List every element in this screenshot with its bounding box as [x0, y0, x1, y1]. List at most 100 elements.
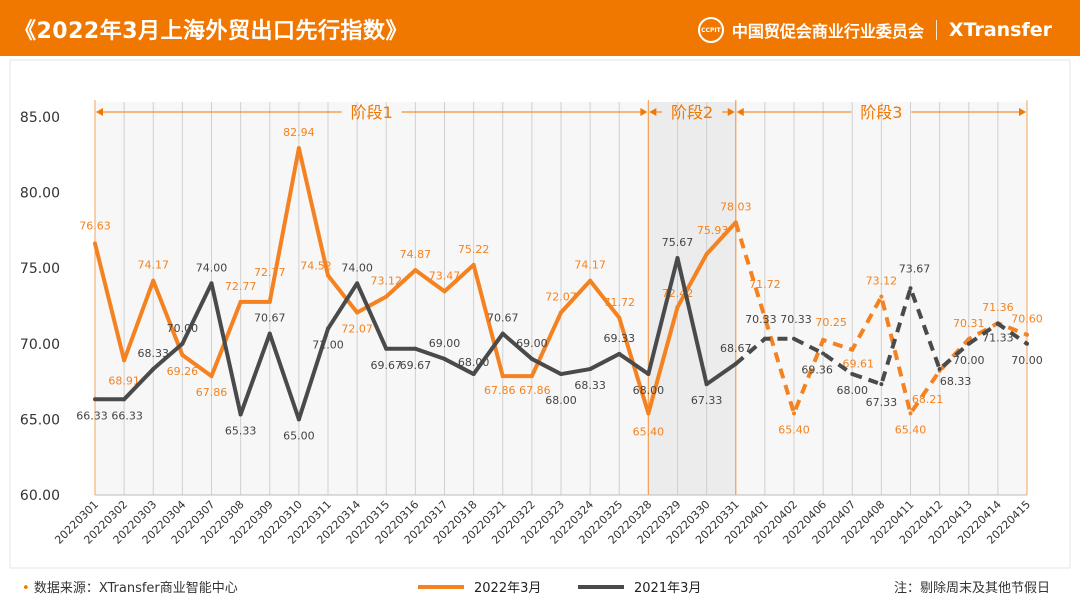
- y-tick-label: 65.00: [20, 412, 60, 428]
- data-label: 74.00: [341, 261, 373, 274]
- data-label: 70.31: [953, 317, 985, 330]
- data-label: 76.63: [79, 220, 111, 233]
- data-label: 71.72: [749, 278, 781, 291]
- data-point: [151, 278, 156, 283]
- data-point: [1025, 341, 1029, 346]
- data-point: [966, 341, 971, 346]
- data-point: [879, 382, 884, 387]
- data-label: 70.25: [815, 316, 847, 329]
- data-point: [675, 305, 680, 310]
- data-label: 70.00: [1011, 354, 1043, 367]
- data-point: [122, 397, 127, 402]
- data-point: [617, 315, 622, 320]
- data-point: [850, 347, 855, 352]
- data-label: 71.33: [982, 332, 1014, 345]
- data-label: 72.77: [225, 280, 257, 293]
- legend-item-2021: 2021年3月: [578, 577, 701, 596]
- series-line-dashed-2022年3月: [733, 221, 1028, 420]
- data-label: 65.40: [895, 423, 927, 436]
- data-point: [355, 310, 360, 315]
- data-label: 71.36: [982, 301, 1014, 314]
- data-label: 68.33: [940, 375, 972, 388]
- data-point: [529, 374, 534, 379]
- data-label: 74.87: [400, 248, 432, 261]
- y-tick-label: 85.00: [20, 110, 60, 126]
- data-point: [529, 356, 534, 361]
- divider: [935, 20, 937, 40]
- data-label: 67.86: [196, 386, 228, 399]
- data-label: 75.22: [458, 243, 490, 256]
- legend-swatch-2022: [418, 584, 464, 589]
- y-tick-label: 75.00: [20, 261, 60, 277]
- data-label: 67.33: [691, 394, 723, 407]
- data-point: [442, 289, 447, 294]
- data-point: [559, 310, 563, 315]
- line-chart: 60.0065.0070.0075.0080.0085.002022030120…: [9, 59, 1071, 569]
- data-point: [326, 326, 330, 331]
- data-point: [413, 346, 418, 351]
- data-point: [821, 338, 826, 343]
- data-point: [966, 337, 971, 342]
- data-point: [267, 299, 272, 304]
- data-label: 74.17: [138, 259, 170, 272]
- data-point: [588, 278, 593, 283]
- data-label: 73.12: [371, 275, 403, 288]
- data-label: 69.67: [400, 359, 432, 372]
- data-label: 69.36: [801, 363, 833, 376]
- y-tick-label: 60.00: [20, 488, 60, 504]
- data-point: [93, 241, 97, 246]
- data-label: 67.33: [866, 396, 898, 409]
- data-point: [151, 367, 156, 372]
- data-label: 70.00: [167, 322, 199, 335]
- data-label: 68.91: [108, 374, 140, 387]
- data-label: 69.00: [429, 337, 461, 350]
- data-point: [821, 351, 826, 356]
- data-point: [471, 262, 476, 267]
- data-label: 65.40: [778, 423, 810, 436]
- data-point: [471, 372, 476, 377]
- data-point: [908, 286, 913, 291]
- data-label: 75.67: [662, 236, 694, 249]
- data-point: [209, 374, 214, 379]
- ccpit-logo-icon: CCPIT: [697, 17, 724, 43]
- brand-name: XTransfer: [948, 19, 1052, 41]
- data-label: 65.40: [633, 425, 665, 438]
- data-point: [384, 346, 389, 351]
- data-label: 68.00: [545, 394, 577, 407]
- data-label: 68.33: [138, 347, 170, 360]
- data-label: 73.12: [866, 275, 898, 288]
- data-label: 75.93: [697, 224, 729, 237]
- data-point: [559, 372, 563, 377]
- data-point: [238, 412, 243, 417]
- data-point: [646, 372, 651, 377]
- data-label: 70.33: [780, 313, 812, 326]
- phase-arrowhead: [96, 108, 103, 116]
- data-label: 66.33: [76, 409, 108, 422]
- data-point: [122, 358, 127, 363]
- phase-label: 阶段2: [671, 103, 713, 122]
- data-label: 65.33: [225, 424, 257, 437]
- data-label: 73.47: [429, 269, 461, 282]
- data-label: 69.00: [516, 337, 548, 350]
- data-label: 69.33: [604, 332, 636, 345]
- phase-label: 阶段1: [351, 103, 393, 122]
- data-label: 70.60: [1011, 313, 1043, 326]
- phase2-shade: [648, 102, 736, 495]
- data-point: [500, 374, 505, 379]
- data-point: [733, 220, 738, 225]
- legend-swatch-2021: [578, 584, 624, 589]
- data-label: 69.26: [167, 365, 199, 378]
- data-point: [442, 356, 447, 361]
- data-point: [879, 294, 884, 299]
- data-point: [850, 372, 855, 377]
- data-label: 72.07: [341, 323, 373, 336]
- data-point: [675, 256, 680, 261]
- data-point: [704, 382, 709, 387]
- data-point: [792, 411, 796, 416]
- y-tick-label: 70.00: [20, 337, 60, 353]
- phase-arrowhead: [736, 108, 744, 116]
- data-label: 68.00: [458, 356, 490, 369]
- data-label: 71.72: [604, 296, 636, 309]
- y-tick-label: 80.00: [20, 186, 60, 202]
- page-title: 《2022年3月上海外贸出口先行指数》: [14, 19, 409, 44]
